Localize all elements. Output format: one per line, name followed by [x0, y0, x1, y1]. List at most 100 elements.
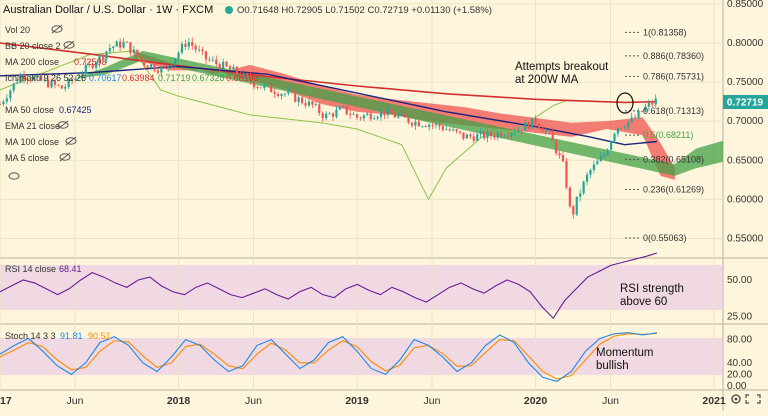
candle-body — [362, 115, 366, 119]
annotation-breakout-2: at 200W MA — [515, 74, 579, 86]
rsi-band — [0, 265, 723, 310]
candle-body — [506, 135, 510, 137]
candle-body — [582, 181, 585, 194]
legend-ma100[interactable]: MA 100 close — [5, 137, 59, 147]
ichimoku-val-3: 0.71719 — [158, 73, 191, 83]
candle-body — [215, 59, 218, 64]
last-price-text: 0.72719 — [727, 98, 764, 109]
legend-vol[interactable]: Vol 20 — [5, 25, 30, 35]
eye-slash-stroke — [51, 24, 63, 34]
candle-body — [331, 113, 335, 117]
candle-body — [355, 114, 359, 118]
candle-body — [177, 52, 180, 59]
stoch-label[interactable]: Stoch 14 3 3 — [5, 331, 56, 341]
candle-body — [551, 130, 554, 141]
candle-body — [407, 117, 410, 123]
candle-body — [592, 164, 596, 170]
candle-body — [0, 103, 2, 105]
candle-body — [476, 134, 479, 141]
eye-hidden-icon — [63, 41, 75, 49]
price-axis[interactable] — [723, 0, 768, 411]
candle-body — [160, 67, 163, 73]
candle-body — [222, 61, 225, 70]
candle-body — [325, 113, 328, 119]
candle-body — [77, 77, 81, 79]
legend-ma50[interactable]: MA 50 close — [5, 105, 54, 115]
candle-body — [537, 123, 541, 129]
time-tick-label: 2018 — [167, 395, 191, 407]
fullscreen-icon[interactable] — [745, 394, 761, 404]
candle-body — [465, 134, 468, 139]
candle-body — [620, 128, 623, 129]
candle-body — [579, 193, 582, 197]
candle-body — [112, 46, 115, 49]
candle-body — [434, 123, 438, 125]
fib-level-label: 1(0.81358) — [643, 27, 687, 37]
candle-body — [472, 136, 475, 141]
legend-ma200[interactable]: MA 200 close — [5, 57, 59, 67]
candle-body — [482, 131, 486, 139]
candle-body — [115, 41, 118, 47]
candle-body — [146, 65, 149, 68]
legend-ichimoku[interactable]: Ichimoku 9 26 52 26 — [5, 73, 86, 83]
candle-body — [19, 74, 22, 83]
candle-body — [50, 80, 53, 88]
legend-bb[interactable]: BB 20 close 2 — [5, 41, 61, 51]
market-status-icon — [225, 6, 233, 14]
settings-icon[interactable] — [731, 394, 741, 404]
price-tick-label: 0.70000 — [727, 116, 764, 127]
candle-body — [156, 70, 160, 73]
candle-body — [53, 80, 57, 85]
candle-body — [647, 102, 650, 107]
candle-body — [81, 74, 84, 78]
eye-slash-stroke — [57, 120, 69, 130]
candle-body — [500, 132, 503, 137]
eye-hidden-icon — [57, 121, 69, 129]
candle-body — [369, 113, 372, 120]
candle-body — [555, 140, 558, 154]
candle-body — [136, 49, 139, 57]
candle-body — [187, 42, 190, 47]
candle-body — [527, 122, 530, 129]
time-axis[interactable] — [0, 390, 768, 411]
annotation-stoch-2: bullish — [596, 360, 629, 372]
candle-body — [338, 107, 341, 110]
candle-body — [283, 93, 287, 95]
fib-level-label: 0.786(0.75731) — [643, 71, 704, 81]
stoch-k-line — [0, 332, 658, 382]
candle-body — [232, 66, 235, 70]
candle-body — [180, 43, 184, 53]
ichimoku-val-4: 0.67328 — [192, 73, 225, 83]
legend-ema21[interactable]: EMA 21 close — [5, 121, 60, 131]
legend-ma5[interactable]: MA 5 close — [5, 153, 49, 163]
candle-body — [194, 45, 197, 50]
candle-body — [373, 118, 376, 120]
price-tick-label: 0.85000 — [727, 0, 764, 10]
annotation-rsi-2: above 60 — [620, 296, 667, 308]
candle-body — [204, 51, 208, 60]
candle-body — [239, 74, 242, 78]
candle-body — [246, 73, 249, 77]
candle-body — [630, 117, 633, 122]
ichimoku-val-5: 0.68198 — [226, 73, 259, 83]
candle-body — [266, 84, 269, 86]
candle-body — [129, 42, 132, 53]
candle-body — [489, 131, 493, 137]
last-price-tag — [723, 95, 768, 109]
candle-body — [431, 124, 434, 126]
candle-body — [64, 86, 67, 89]
candle-body — [383, 110, 386, 116]
stoch-tick-label: 80.00 — [727, 335, 752, 346]
time-tick-label: Jun — [67, 395, 84, 407]
rsi-label[interactable]: RSI 14 close — [5, 264, 56, 274]
candle-body — [16, 82, 19, 84]
candle-body — [74, 78, 77, 81]
rsi-value: 68.41 — [59, 264, 82, 274]
time-tick-label: Jun — [245, 395, 262, 407]
candle-body — [513, 132, 517, 133]
candle-body — [67, 79, 70, 87]
candle-body — [640, 110, 644, 112]
symbol-title[interactable]: Australian Dollar / U.S. Dollar · 1W · F… — [3, 4, 213, 16]
